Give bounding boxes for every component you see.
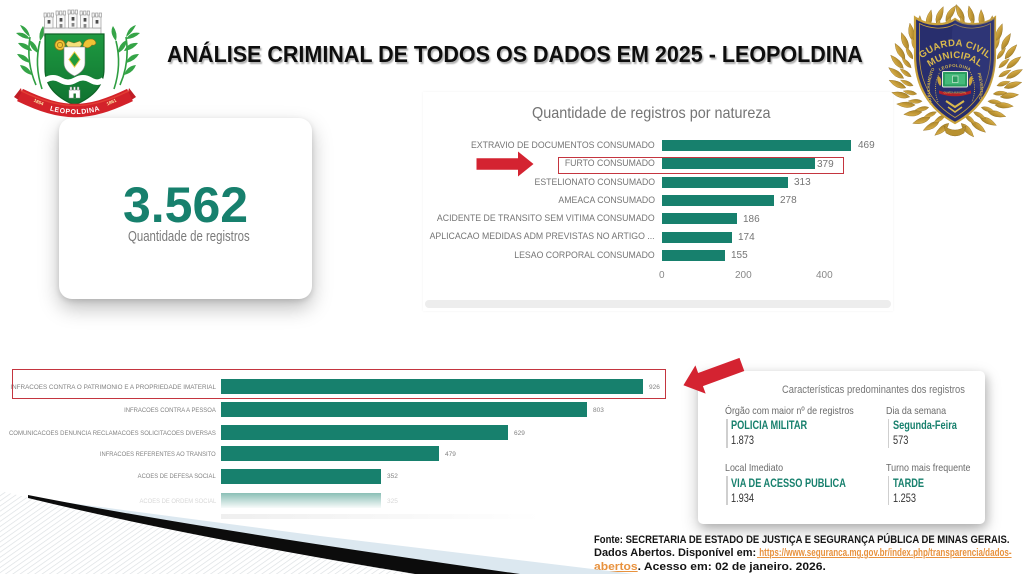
svg-text:1861: 1861	[106, 98, 118, 107]
svg-text:GUARDA MUNICIPAL: GUARDA MUNICIPAL	[944, 92, 967, 95]
svg-text:PREVENTIVO: PREVENTIVO	[976, 72, 984, 101]
svg-text:PATRULHAMENTO: PATRULHAMENTO	[926, 66, 936, 105]
svg-text:LEOPOLDINA: LEOPOLDINA	[49, 105, 101, 116]
svg-text:LEOPOLDINA: LEOPOLDINA	[938, 63, 972, 72]
svg-text:1854: 1854	[33, 98, 45, 107]
